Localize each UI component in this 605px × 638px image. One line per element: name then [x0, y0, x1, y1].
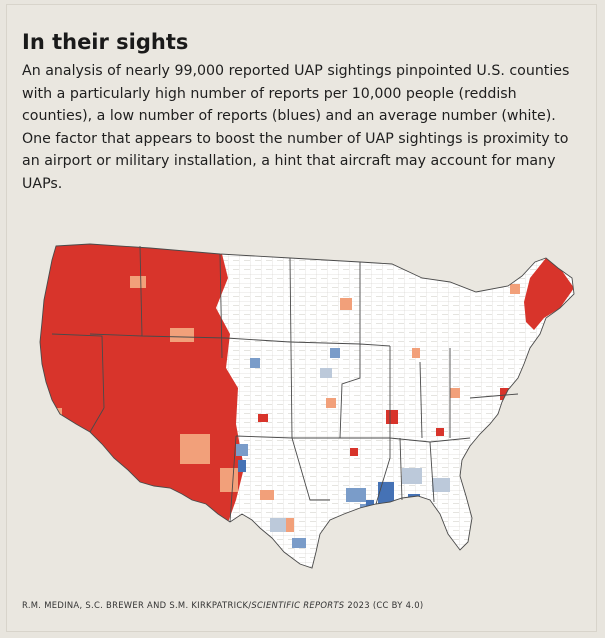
northeast-high-region — [524, 258, 574, 330]
figure-subtitle: An analysis of nearly 99,000 reported UA… — [22, 63, 570, 192]
credit-authors: R.M. MEDINA, S.C. BREWER AND S.M. KIRKPA… — [22, 600, 252, 610]
credit-journal: SCIENTIFIC REPORTS — [251, 600, 345, 610]
state-borders — [39, 243, 575, 569]
credit-suffix: 2023 (CC BY 4.0) — [344, 600, 424, 610]
figure-title: In their sights — [22, 30, 189, 54]
scattered-high-counties — [258, 388, 510, 456]
slightly-low-counties — [270, 368, 450, 532]
us-county-map — [39, 243, 575, 569]
low-report-counties — [236, 348, 370, 548]
figure-credit: R.M. MEDINA, S.C. BREWER AND S.M. KIRKPA… — [22, 600, 423, 610]
